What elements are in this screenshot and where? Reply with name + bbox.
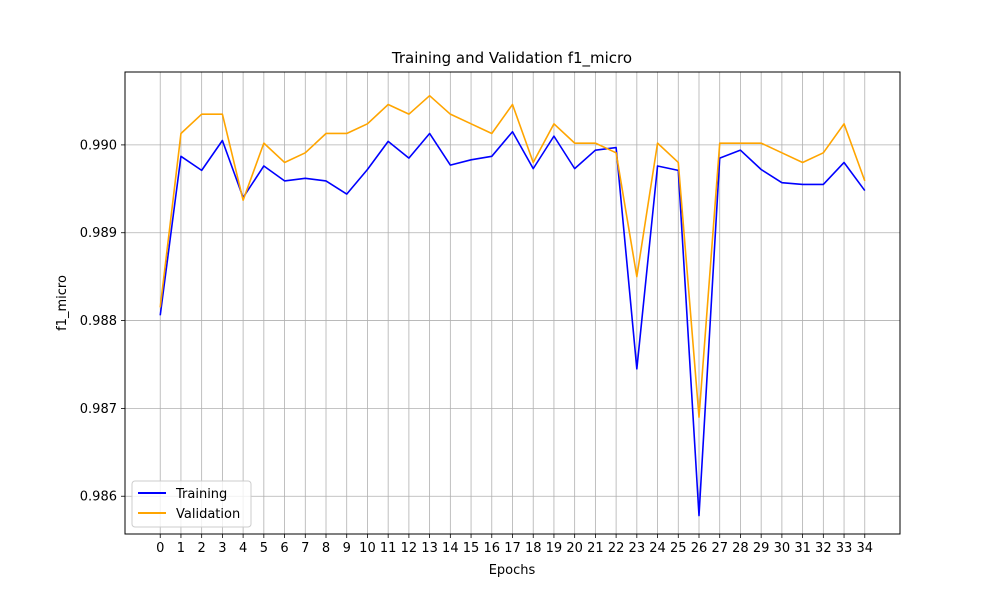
series-lines xyxy=(159,94,866,517)
x-tick-label: 22 xyxy=(608,541,625,556)
x-tick-label: 30 xyxy=(774,541,791,556)
x-tick-label: 3 xyxy=(218,541,226,556)
y-axis-title: f1_micro xyxy=(55,275,70,331)
x-tick-label: 31 xyxy=(794,541,811,556)
x-tick-label: 8 xyxy=(322,541,330,556)
x-tick-label: 15 xyxy=(463,541,480,556)
chart-title: Training and Validation f1_micro xyxy=(391,49,632,68)
x-axis-title: Epochs xyxy=(489,563,536,578)
x-tick-label: 19 xyxy=(546,541,563,556)
x-tick-label: 25 xyxy=(670,541,687,556)
x-tick-label: 16 xyxy=(484,541,501,556)
x-tick-label: 18 xyxy=(525,541,542,556)
x-tick-label: 27 xyxy=(711,541,728,556)
legend: Training Validation xyxy=(131,480,252,528)
x-tick-label: 0 xyxy=(156,541,164,556)
x-tick-label: 13 xyxy=(421,541,438,556)
x-tick-label: 29 xyxy=(753,541,770,556)
y-tick-label: 0.988 xyxy=(80,314,117,329)
x-axis-ticks: 0 1 2 3 4 5 6 7 8 9 10 11 12 13 14 15 16 17 18 19 20 21 22 23 24… xyxy=(156,534,873,556)
x-tick-label: 7 xyxy=(301,541,309,556)
x-tick-label: 21 xyxy=(587,541,604,556)
x-tick-label: 24 xyxy=(649,541,666,556)
x-tick-label: 9 xyxy=(343,541,351,556)
x-tick-label: 11 xyxy=(380,541,397,556)
x-tick-label: 1 xyxy=(177,541,185,556)
y-tick-label: 0.989 xyxy=(80,226,117,241)
x-tick-label: 34 xyxy=(856,541,873,556)
x-tick-label: 26 xyxy=(691,541,708,556)
x-tick-label: 20 xyxy=(566,541,583,556)
y-tick-label: 0.987 xyxy=(80,402,117,417)
x-tick-label: 4 xyxy=(239,541,247,556)
series-line-training xyxy=(159,130,866,517)
grid xyxy=(125,72,900,534)
x-tick-label: 6 xyxy=(280,541,288,556)
y-tick-label: 0.986 xyxy=(80,490,117,505)
x-tick-label: 10 xyxy=(359,541,376,556)
x-tick-label: 33 xyxy=(836,541,853,556)
x-tick-label: 5 xyxy=(260,541,268,556)
legend-label-validation: Validation xyxy=(176,507,240,522)
series-line-validation xyxy=(159,94,866,418)
x-tick-label: 23 xyxy=(629,541,646,556)
x-tick-label: 32 xyxy=(815,541,832,556)
x-tick-label: 28 xyxy=(732,541,749,556)
x-tick-label: 2 xyxy=(198,541,206,556)
legend-label-training: Training xyxy=(175,487,227,502)
x-tick-label: 17 xyxy=(504,541,521,556)
y-axis-ticks: 0.986 0.987 0.988 0.989 0.990 xyxy=(80,138,125,505)
x-tick-label: 12 xyxy=(401,541,418,556)
y-tick-label: 0.990 xyxy=(80,138,117,153)
x-tick-label: 14 xyxy=(442,541,459,556)
